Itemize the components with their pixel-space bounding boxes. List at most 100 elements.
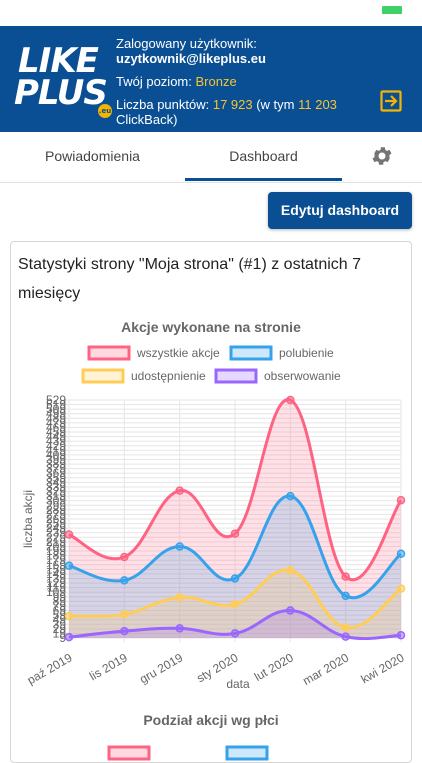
x-tick-label: gru 2019 bbox=[137, 650, 185, 686]
data-point bbox=[341, 623, 350, 632]
data-point bbox=[120, 626, 129, 636]
y-tick-label: 479 bbox=[46, 416, 66, 430]
tab-settings[interactable] bbox=[342, 132, 422, 180]
data-point bbox=[64, 561, 74, 570]
y-tick-label: 279 bbox=[46, 507, 66, 521]
x-tick-label: mar 2020 bbox=[300, 650, 351, 688]
data-point bbox=[230, 574, 240, 583]
y-tick-label: 519 bbox=[46, 398, 66, 412]
chart-title: Akcje wykonane na stronie bbox=[121, 319, 301, 335]
clickback-value: 11 203 bbox=[298, 97, 337, 112]
data-point bbox=[286, 566, 295, 575]
y-tick-label: 179 bbox=[46, 553, 66, 567]
x-tick-label: paź 2019 bbox=[25, 650, 75, 687]
logout-icon[interactable] bbox=[380, 90, 402, 112]
user-level: Twój poziom: Bronze bbox=[116, 74, 372, 89]
y-tick-label: 339 bbox=[46, 480, 66, 494]
y-tick-label: 399 bbox=[46, 453, 66, 467]
app-header: LIKE PLUS .eu Zalogowany użytkownik: uzy… bbox=[0, 26, 422, 132]
x-axis-label: data bbox=[226, 677, 250, 691]
y-tick-label: 59 bbox=[53, 608, 67, 622]
y-tick-label: 29 bbox=[53, 622, 67, 636]
points-label: Liczba punktów: bbox=[116, 97, 213, 112]
data-point bbox=[396, 495, 406, 505]
data-point bbox=[396, 549, 406, 559]
y-tick-label: 489 bbox=[46, 411, 66, 425]
data-point bbox=[120, 552, 129, 562]
y-tick-label: 89 bbox=[53, 594, 67, 608]
data-point bbox=[286, 491, 295, 501]
legend-label: wszystkie akcje bbox=[136, 346, 220, 360]
card-title: Statystyki strony "Moja strona" (#1) z o… bbox=[18, 256, 362, 302]
y-axis-label: liczba akcji bbox=[21, 490, 35, 548]
legend-label: udostępnienie bbox=[131, 369, 206, 383]
y-tick-label: 39 bbox=[53, 617, 67, 631]
y-tick-label: 169 bbox=[46, 558, 66, 572]
data-point bbox=[341, 572, 350, 581]
data-point bbox=[64, 611, 74, 621]
pie-legend-swatch bbox=[225, 745, 269, 761]
data-point bbox=[230, 599, 240, 609]
y-tick-label: 499 bbox=[46, 407, 66, 421]
y-tick-label: 249 bbox=[46, 521, 66, 535]
logo-text-plus: PLUS bbox=[14, 73, 108, 113]
y-tick-label: 159 bbox=[46, 562, 66, 576]
y-tick-label: 309 bbox=[46, 494, 66, 508]
y-tick-label: 79 bbox=[53, 599, 67, 613]
y-tick-label: 529 bbox=[46, 393, 66, 407]
y-tick-label: 189 bbox=[46, 549, 66, 563]
y-tick-label: 459 bbox=[46, 425, 66, 439]
series-area bbox=[69, 610, 401, 639]
legend-swatch bbox=[214, 368, 258, 384]
logged-in-label: Zalogowany użytkownik: bbox=[116, 36, 257, 51]
y-tick-label: 359 bbox=[46, 471, 66, 485]
points-end: ClickBack) bbox=[116, 112, 178, 127]
edit-dashboard-button[interactable]: Edytuj dashboard bbox=[268, 192, 412, 229]
data-point bbox=[175, 542, 184, 551]
legend-swatch bbox=[81, 368, 125, 384]
data-point bbox=[64, 530, 74, 539]
series-area bbox=[69, 495, 401, 638]
tab-notifications[interactable]: Powiadomienia bbox=[45, 148, 140, 164]
x-tick-label: kwi 2020 bbox=[358, 650, 406, 686]
y-tick-label: 219 bbox=[46, 535, 66, 549]
y-tick-label: 509 bbox=[46, 402, 66, 416]
logo-badge: .eu bbox=[98, 104, 112, 118]
y-tick-label: 119 bbox=[47, 581, 66, 595]
y-tick-label: 289 bbox=[46, 503, 66, 517]
data-point bbox=[396, 584, 406, 593]
y-tick-label: 299 bbox=[46, 498, 66, 512]
y-tick-label: 239 bbox=[46, 526, 66, 540]
data-point bbox=[64, 632, 74, 642]
points-value: 17 923 bbox=[212, 97, 253, 112]
tab-dashboard[interactable]: Dashboard bbox=[185, 132, 342, 181]
legend-label: obserwowanie bbox=[264, 369, 341, 383]
y-tick-label: 389 bbox=[46, 457, 66, 471]
next-chart-title: Podział akcji wg płci bbox=[143, 712, 278, 728]
x-tick-label: lis 2019 bbox=[87, 650, 130, 683]
y-tick-label: 379 bbox=[46, 462, 66, 476]
pie-legend-swatch bbox=[107, 745, 151, 761]
y-tick-label: 449 bbox=[46, 430, 66, 444]
y-tick-label: 439 bbox=[46, 434, 66, 448]
data-point bbox=[175, 486, 184, 495]
data-point bbox=[120, 576, 129, 585]
legend-swatch bbox=[87, 345, 131, 361]
y-tick-label: 229 bbox=[46, 530, 66, 544]
level-value: Bronze bbox=[195, 74, 237, 89]
legend-label: polubienie bbox=[279, 346, 334, 360]
tab-bar: Powiadomienia Dashboard bbox=[0, 132, 422, 183]
y-tick-label: 409 bbox=[46, 448, 66, 462]
y-tick-label: 199 bbox=[46, 544, 66, 558]
y-tick-label: 19 bbox=[53, 626, 67, 640]
data-point bbox=[175, 624, 184, 633]
y-tick-label: 469 bbox=[46, 420, 66, 434]
data-point bbox=[230, 629, 240, 638]
y-tick-label: 129 bbox=[46, 576, 66, 590]
y-tick-label: 259 bbox=[46, 517, 66, 531]
y-tick-label: 109 bbox=[46, 585, 66, 599]
y-tick-label: 209 bbox=[46, 539, 66, 553]
status-bar bbox=[0, 0, 422, 26]
y-tick-label: 429 bbox=[46, 439, 66, 453]
data-point bbox=[286, 606, 295, 615]
